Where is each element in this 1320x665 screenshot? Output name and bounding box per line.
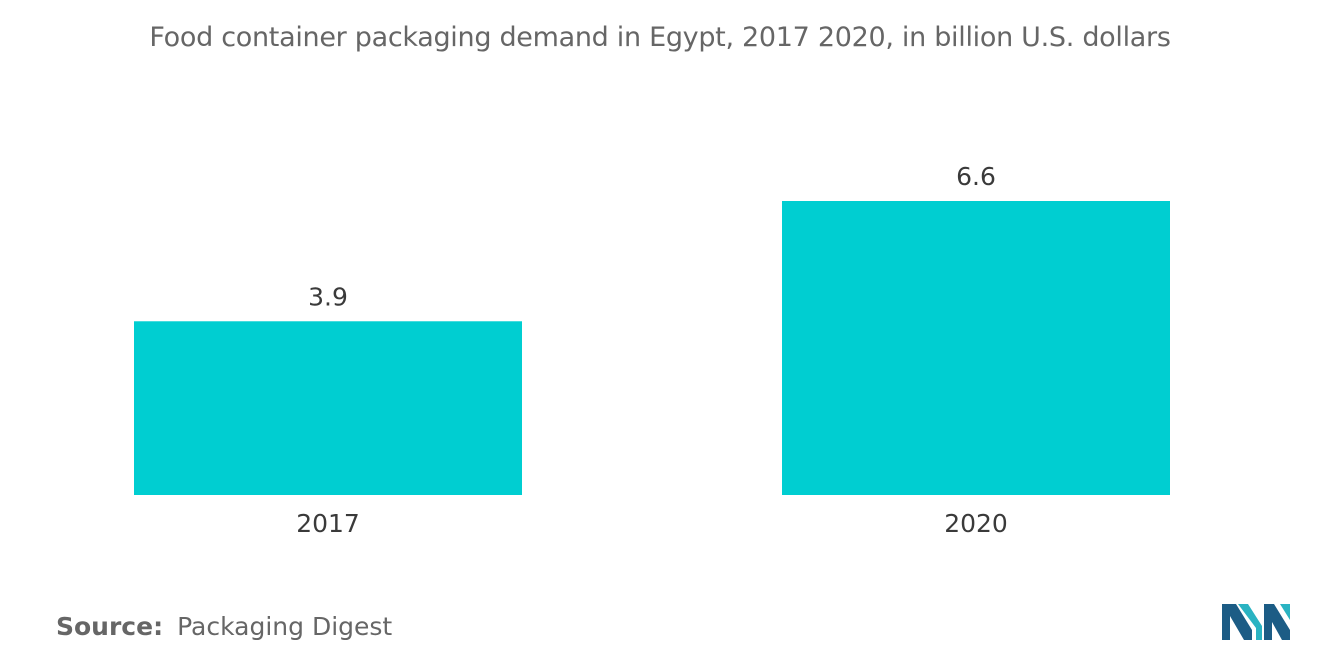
bar-chart: 3.9 2017 6.6 2020 (134, 162, 1170, 538)
bar-value-label-2017: 3.9 (308, 282, 348, 311)
bar-value-label-2020: 6.6 (956, 162, 996, 191)
x-tick-label-2017: 2017 (296, 509, 360, 538)
logo-shape-right (1264, 604, 1290, 640)
x-tick-label-2020: 2020 (944, 509, 1008, 538)
bar-2017 (134, 321, 522, 495)
logo-shape-left (1222, 604, 1252, 640)
source-text: Packaging Digest (177, 612, 393, 641)
source-label: Source: (56, 612, 164, 641)
brand-logo-icon (1222, 604, 1290, 640)
logo-shape-tail (1280, 604, 1290, 620)
bar-2020 (782, 201, 1170, 495)
logo-shape-mid (1238, 604, 1262, 640)
source-line: Source: Packaging Digest (56, 612, 392, 641)
chart-title: Food container packaging demand in Egypt… (149, 22, 1171, 53)
